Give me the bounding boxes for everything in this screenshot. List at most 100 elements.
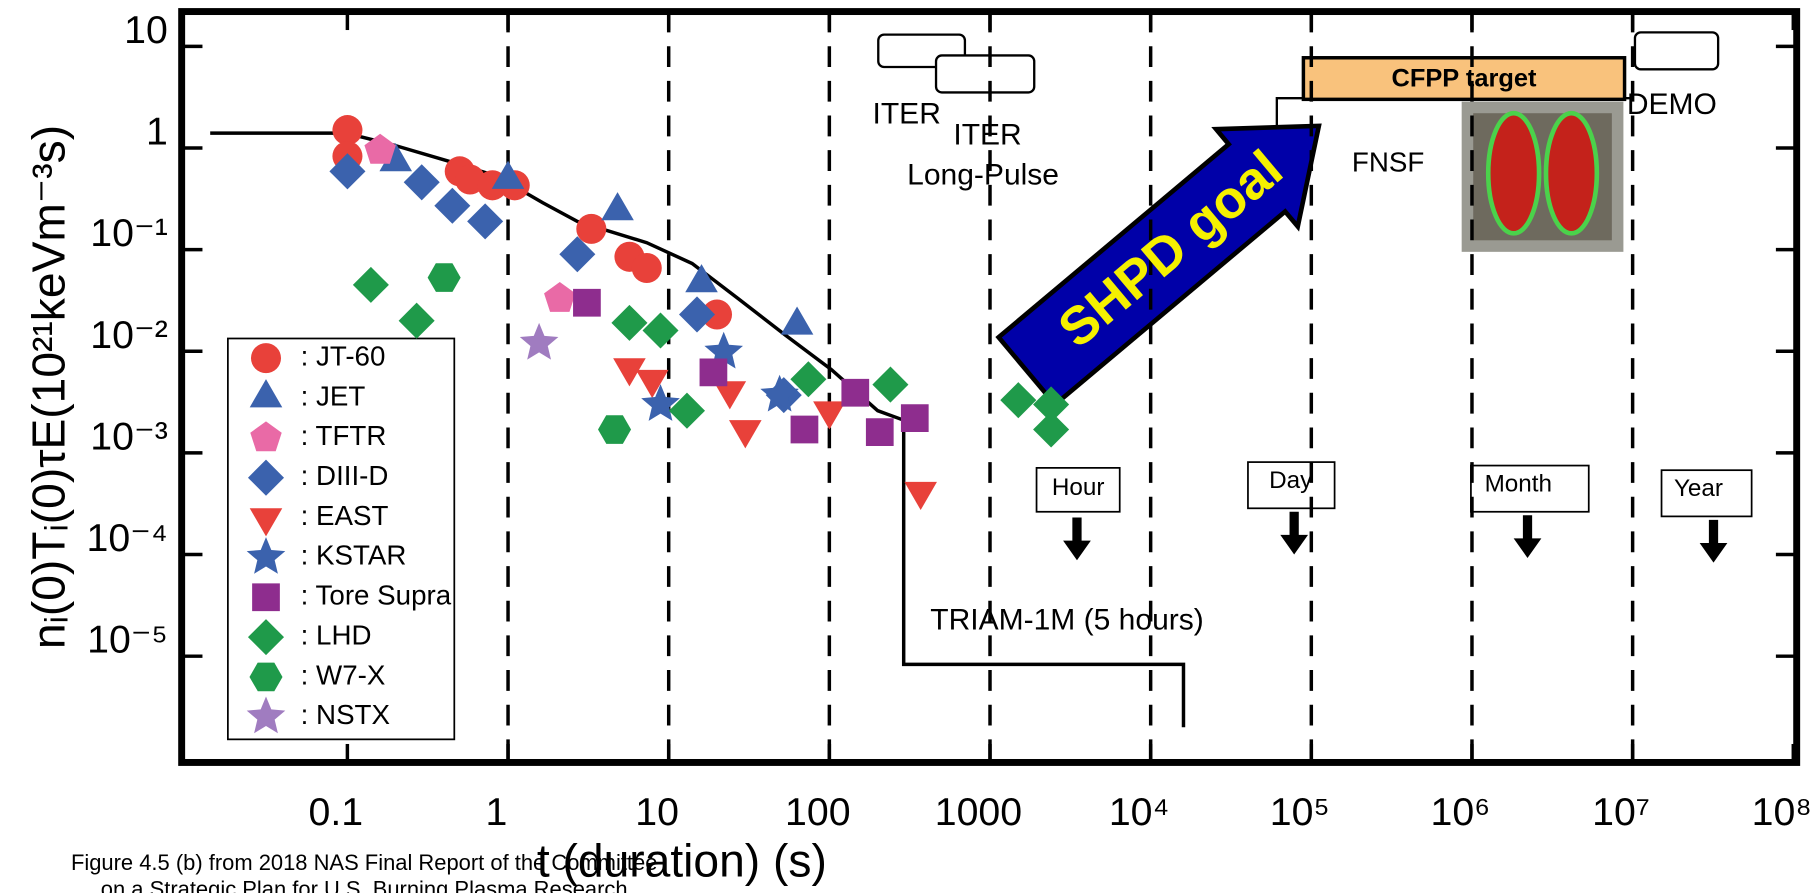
marker — [598, 415, 632, 444]
annotation: Day — [1269, 467, 1313, 494]
marker — [576, 213, 607, 244]
legend-label: : JET — [301, 380, 366, 411]
x-tick-label: 0.1 — [309, 790, 364, 834]
x-tick-label: 100 — [785, 790, 851, 834]
legend-label: : Tore Supra — [301, 580, 452, 611]
marker — [713, 381, 747, 410]
down-arrow — [1280, 511, 1309, 555]
legend-marker — [250, 421, 282, 452]
y-tick-label: 10 — [124, 8, 168, 52]
marker — [729, 420, 762, 449]
marker — [872, 366, 909, 403]
legend-marker — [252, 583, 280, 612]
day-box — [1247, 461, 1336, 510]
shpd-arrow — [995, 123, 1322, 408]
annotation: Long-Pulse — [907, 159, 1059, 192]
x-tick-label: 10⁸ — [1752, 790, 1812, 834]
y-tick-label: 10⁻³ — [90, 414, 167, 458]
x-tick-label: 10 — [635, 790, 679, 834]
marker — [379, 143, 413, 172]
marker — [573, 288, 601, 317]
legend-label: : DIII-D — [301, 460, 389, 491]
x-axis-title: t (duration) (s) — [537, 834, 827, 886]
marker — [790, 361, 827, 398]
marker — [900, 404, 929, 432]
marker — [611, 304, 648, 341]
marker — [398, 302, 435, 339]
marker — [1000, 382, 1037, 419]
y-tick-label: 10⁻² — [90, 313, 167, 357]
annotation: DEMO — [1627, 88, 1717, 121]
x-tick-label: 10⁴ — [1109, 790, 1170, 834]
envelope-line — [210, 131, 1186, 728]
marker — [364, 133, 396, 164]
y-tick-label: 10⁻¹ — [90, 211, 167, 255]
y-axis-title: nᵢ(0)Tᵢ(0)τE(10²¹keVm⁻³s) — [22, 125, 74, 649]
marker — [760, 374, 799, 412]
marker — [519, 322, 559, 360]
down-arrow — [1699, 519, 1728, 563]
annotation: ITER — [872, 97, 940, 130]
y-tick-label: 1 — [146, 110, 168, 154]
tokamak-image — [1461, 101, 1624, 252]
legend-label: : TFTR — [301, 420, 387, 451]
x-tick-label: 10⁶ — [1430, 790, 1490, 834]
legend-marker — [246, 537, 286, 574]
caption: on a Strategic Plan for U.S. Burning Pla… — [101, 876, 628, 893]
legend-marker — [249, 379, 283, 408]
hour-box — [1035, 467, 1121, 513]
annotation: Month — [1485, 471, 1552, 498]
down-arrow — [1063, 517, 1091, 561]
annotation: Hour — [1052, 474, 1105, 501]
marker — [699, 358, 728, 387]
marker — [685, 264, 718, 293]
marker — [780, 306, 814, 335]
coil — [1485, 110, 1542, 236]
y-tick-label: 10⁻⁴ — [87, 516, 168, 560]
marker — [601, 192, 634, 221]
marker — [559, 236, 596, 273]
marker — [467, 203, 504, 240]
marker — [613, 358, 646, 387]
legend-label: : EAST — [301, 500, 389, 531]
legend-label: : W7-X — [301, 659, 386, 690]
marker — [865, 418, 894, 447]
caption: Figure 4.5 (b) from 2018 NAS Final Repor… — [71, 850, 657, 875]
marker — [427, 263, 461, 292]
down-arrow — [1513, 515, 1542, 558]
annotation: CFPP target — [1392, 64, 1537, 92]
marker — [332, 115, 363, 146]
marker — [701, 299, 733, 330]
marker — [491, 160, 525, 189]
marker — [544, 281, 576, 312]
annotation: Year — [1674, 475, 1723, 502]
x-tick-label: 10⁵ — [1270, 790, 1330, 834]
legend-marker — [247, 619, 285, 656]
marker — [631, 252, 662, 284]
y-tick-label: 10⁻⁵ — [87, 618, 168, 662]
legend-marker — [249, 662, 283, 692]
marker — [329, 153, 366, 190]
decorations — [227, 31, 1753, 741]
annotation: FNSF — [1352, 146, 1424, 177]
legend-label: : LHD — [301, 619, 372, 650]
marker — [642, 312, 679, 349]
marker — [841, 378, 870, 407]
x-tick-label: 1000 — [935, 790, 1022, 834]
marker — [813, 401, 846, 430]
legend-label: : NSTX — [301, 699, 390, 730]
year-box — [1660, 469, 1753, 518]
marker — [635, 369, 669, 399]
legend-label: : JT-60 — [301, 340, 386, 371]
marker — [352, 266, 389, 303]
iter-long-box — [934, 54, 1036, 94]
legend-marker — [249, 508, 283, 537]
down-arrows — [1063, 511, 1728, 563]
x-tick-label: 1 — [486, 790, 508, 834]
month-box — [1470, 464, 1590, 513]
x-tick-label: 10⁷ — [1592, 790, 1650, 834]
legend-marker — [247, 459, 285, 496]
plot-frame — [178, 8, 1801, 766]
